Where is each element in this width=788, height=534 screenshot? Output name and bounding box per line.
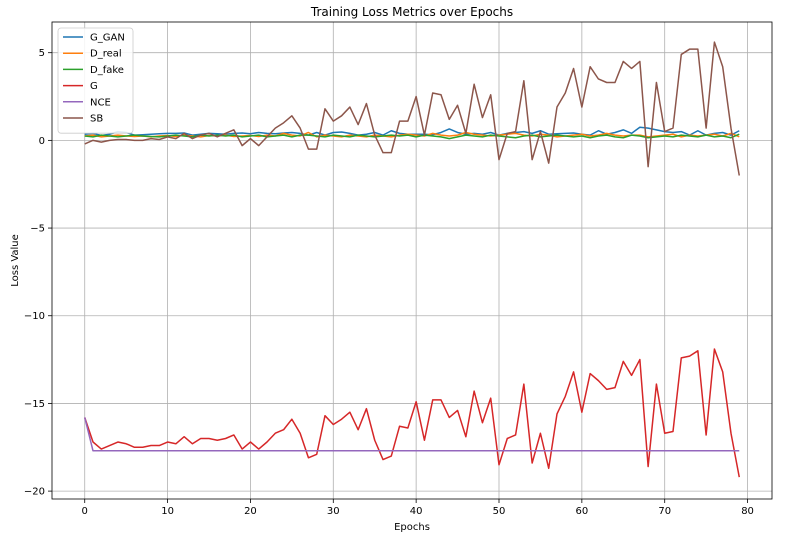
grid-lines [52, 22, 772, 499]
x-tick-label: 60 [575, 506, 588, 517]
series-line-g [84, 348, 741, 478]
y-tick-label: −5 [30, 224, 45, 235]
x-tick-label: 70 [658, 506, 671, 517]
y-tick-label: 5 [39, 48, 45, 59]
x-tick-label: 80 [741, 506, 754, 517]
y-tick-label: 0 [39, 136, 45, 147]
legend: G_GAN D_real D_fake G NCE SB [57, 27, 134, 134]
y-tick-label: −10 [24, 311, 45, 322]
x-tick-label: 40 [410, 506, 423, 517]
legend-label: D_real [90, 49, 122, 60]
y-tick-label: −20 [24, 487, 45, 498]
legend-label: D_fake [90, 65, 124, 76]
x-tick-label: 50 [493, 506, 506, 517]
series-line-nce [84, 417, 740, 452]
x-tick-label: 10 [161, 506, 174, 517]
legend-label: G_GAN [90, 33, 125, 44]
series-line-d-fake [84, 133, 740, 140]
y-axis: −20 −15 −10 −5 0 5 [24, 48, 52, 498]
x-tick-label: 20 [244, 506, 257, 517]
series-lines [84, 41, 741, 478]
series-line-sb [84, 41, 741, 176]
x-tick-label: 30 [327, 506, 340, 517]
x-axis: 0 10 20 30 40 50 60 70 80 [82, 499, 754, 517]
plot-frame [51, 21, 773, 500]
y-axis-label: Loss Value [10, 234, 21, 287]
chart-title: Training Loss Metrics over Epochs [310, 5, 513, 19]
legend-box [57, 27, 134, 134]
x-axis-label: Epochs [394, 522, 430, 533]
legend-label: NCE [90, 97, 111, 108]
y-tick-label: −15 [24, 399, 45, 410]
legend-label: G [90, 81, 98, 92]
legend-label: SB [90, 114, 103, 125]
x-tick-label: 0 [82, 506, 88, 517]
